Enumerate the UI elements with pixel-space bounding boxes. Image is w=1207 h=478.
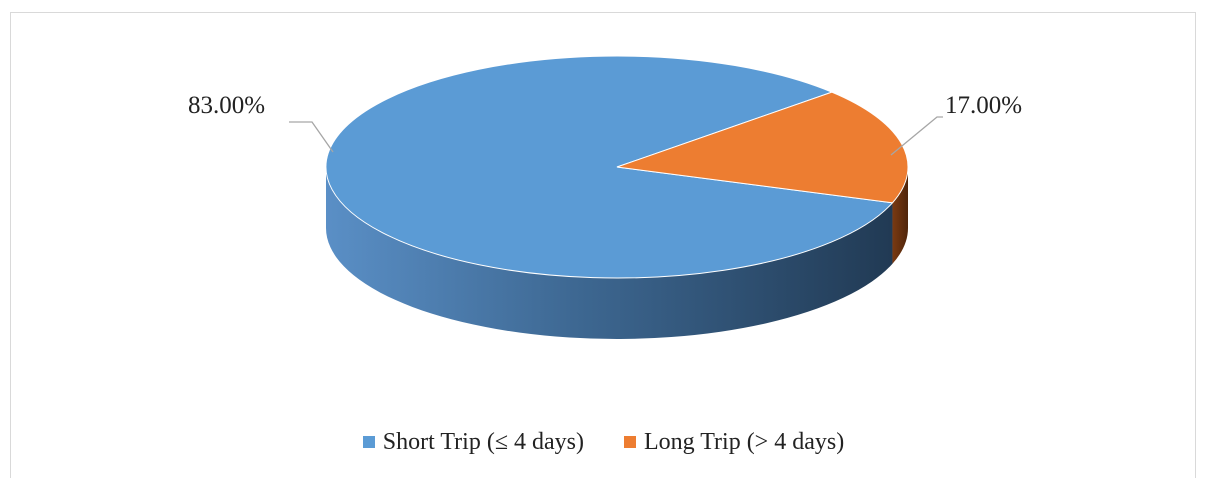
legend-label-short-trip: Short Trip (≤ 4 days) xyxy=(382,428,584,455)
legend-swatch-short-trip xyxy=(362,436,375,448)
pie-slice-short-trip xyxy=(325,55,894,279)
legend: Short Trip (≤ 4 days) Long Trip (> 4 day… xyxy=(0,422,1207,462)
pie-sides xyxy=(326,167,908,340)
data-label-short-trip: 83.00% xyxy=(188,92,265,119)
data-label-long-trip: 17.00% xyxy=(945,92,1022,119)
legend-label-long-trip: Long Trip (> 4 days) xyxy=(643,428,845,455)
leader-line-short-trip xyxy=(289,121,334,153)
pie-tops xyxy=(325,55,909,279)
legend-item-long-trip: Long Trip (> 4 days) xyxy=(623,428,845,456)
legend-item-short-trip: Short Trip (≤ 4 days) xyxy=(362,428,584,456)
data-labels: 83.00% 17.00% xyxy=(188,92,1022,156)
pie-side-short-trip xyxy=(326,167,893,340)
pie-slice-long-trip xyxy=(616,91,909,204)
leader-line-long-trip xyxy=(890,116,943,156)
legend-swatch-long-trip xyxy=(623,436,636,448)
pie-side-long-trip xyxy=(892,167,908,264)
